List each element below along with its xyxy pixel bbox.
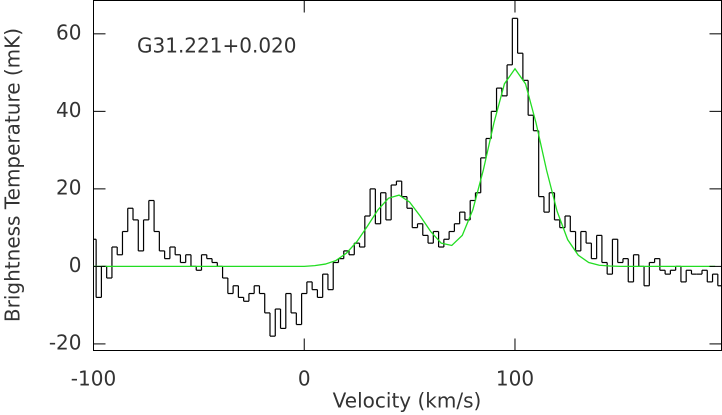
fit-line — [93, 67, 716, 268]
x-tick-label: 0 — [298, 367, 311, 391]
step-connector — [95, 18, 719, 337]
y-tick-label: 0 — [69, 253, 82, 277]
x-tick-label: 100 — [496, 367, 534, 391]
annotation: G31.221+0.020 — [137, 34, 297, 58]
y-tick-label: 40 — [56, 98, 81, 122]
x-axis-label: Velocity (km/s) — [333, 389, 482, 413]
plot-area — [93, 17, 722, 337]
y-axis-label: Brightness Temperature (mK) — [1, 28, 25, 322]
y-tick-label: 20 — [56, 175, 81, 199]
y-tick-label: -20 — [49, 330, 82, 354]
y-tick-label: 60 — [56, 20, 81, 44]
x-tick-label: -100 — [71, 367, 116, 391]
